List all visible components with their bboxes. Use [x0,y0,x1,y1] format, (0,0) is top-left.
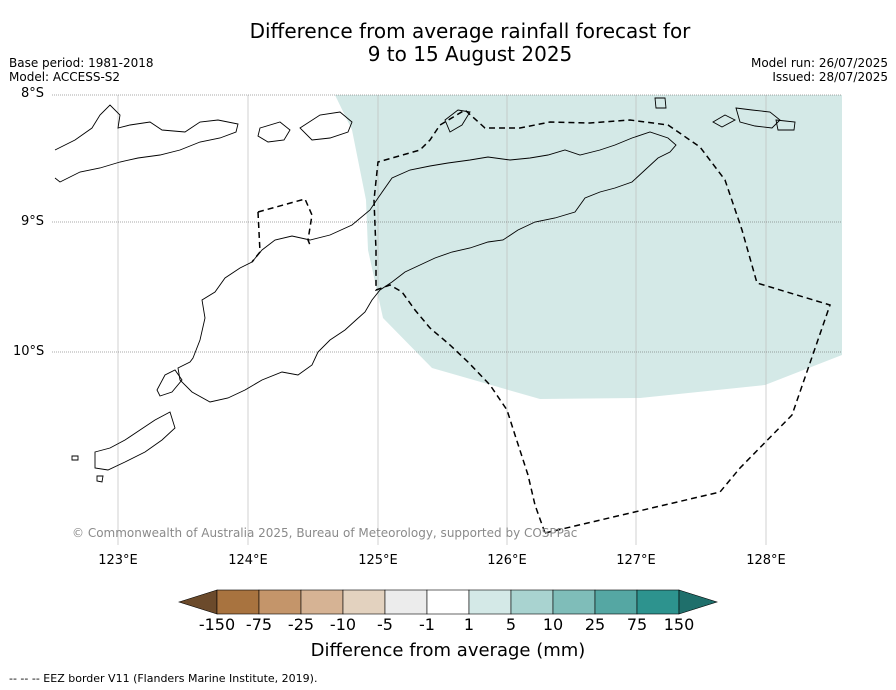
colorbar-cell-3 [300,589,344,615]
meta-left: Base period: 1981-2018 Model: ACCESS-S2 [9,56,154,84]
colorbar-label: Difference from average (mm) [310,640,586,661]
gridlines [117,95,767,545]
colorbar-cell-4 [342,589,386,615]
timor-island-outline [177,131,677,403]
rote-outline [94,411,176,471]
lat-gridlines [52,94,842,353]
colorbar-min-arrow [178,589,218,615]
tiny-island-1 [71,455,79,461]
colorbar-tick: 10 [542,615,564,634]
colorbar-cell-2 [258,589,302,615]
lon-label-123e: 123°E [98,553,138,568]
lon-label-128e: 128°E [746,553,786,568]
colorbar-tick: -75 [245,615,273,634]
lon-label-126e: 126°E [487,553,527,568]
lat-label-9s: 9°S [21,214,45,229]
colorbar-cell-9 [552,589,596,615]
island-north-3 [712,114,736,128]
copyright-notice: © Commonwealth of Australia 2025, Bureau… [72,526,578,540]
eez-border [251,109,831,534]
colorbar-tick: -150 [198,615,236,634]
island-north-5 [775,119,796,131]
colorbar-cell-7 [468,589,512,615]
eez-legend-note: -- -- -- EEZ border V11 (Flanders Marine… [9,672,318,685]
colorbar-tick: 5 [505,615,517,634]
wetter-than-average-region [335,95,842,399]
colorbar [178,589,718,615]
colorbar-tick: -1 [419,615,435,634]
colorbar-tick: 75 [626,615,648,634]
colorbar-cell-10 [594,589,638,615]
coastlines [54,97,796,483]
lon-label-124e: 124°E [228,553,268,568]
flores-coast-outline [54,104,239,183]
meta-right: Model run: 26/07/2025 Issued: 28/07/2025 [751,56,888,84]
lon-label-125e: 125°E [358,553,398,568]
model-run-date: Model run: 26/07/2025 [750,56,888,70]
model-name: Model: ACCESS-S2 [9,70,121,84]
island-north-1 [444,109,471,133]
colorbar-tick: 25 [584,615,606,634]
colorbar-cell-8 [510,589,554,615]
lat-label-10s: 10°S [13,344,45,359]
title-line-1: Difference from average rainfall forecas… [249,19,691,43]
map-title: Difference from average rainfall forecas… [0,20,896,66]
tiny-island-2 [96,475,104,483]
alor-outline [257,121,291,143]
title-line-2: 9 to 15 August 2025 [367,42,573,66]
colorbar-tick: 1 [463,615,475,634]
lat-label-8s: 8°S [21,86,45,101]
colorbar-tick: -25 [287,615,315,634]
island-north-4 [735,107,781,129]
eez-border-main [373,109,831,534]
colorbar-cell-5 [384,589,428,615]
colorbar-cell-6 [426,589,470,615]
eez-border-enclave [251,198,313,263]
base-period: Base period: 1981-2018 [9,56,154,70]
colorbar-cell-11 [636,589,680,615]
colorbar-tick: 150 [663,615,695,634]
lon-label-127e: 127°E [616,553,656,568]
colorbar-tick: -10 [329,615,357,634]
issued-date: Issued: 28/07/2025 [772,70,888,84]
colorbar-tick: -5 [377,615,393,634]
colorbar-max-arrow [678,589,718,615]
island-north-2 [654,97,667,109]
colorbar-cell-1 [216,589,260,615]
small-island [156,369,183,397]
wetar-outline [299,111,353,141]
